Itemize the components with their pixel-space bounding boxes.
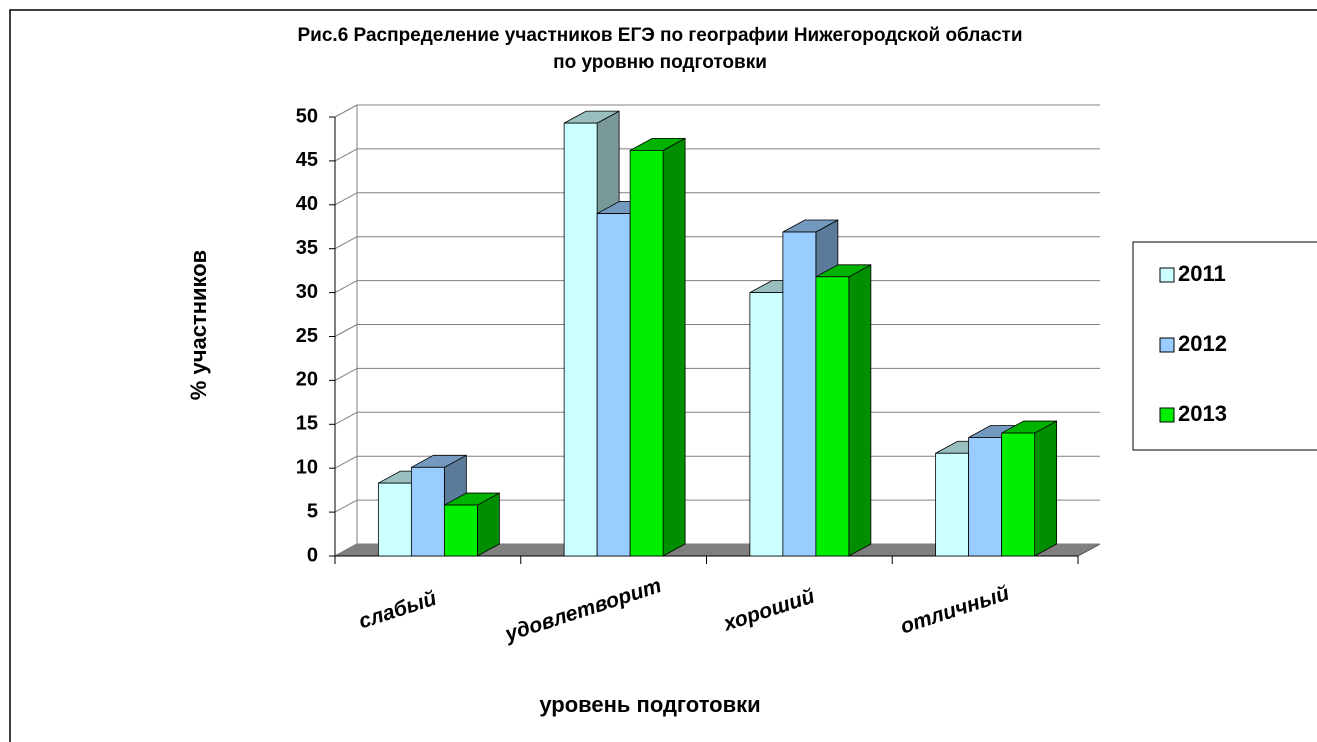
bar (749, 292, 784, 557)
bar (443, 504, 478, 557)
legend-label: 2011 (1178, 261, 1226, 286)
bar (782, 231, 817, 557)
bar (815, 276, 850, 557)
bar-side (1034, 420, 1058, 557)
y-tick-label: 25 (296, 325, 318, 347)
grid-line (334, 324, 358, 337)
grid-line (334, 455, 358, 469)
grid-line (334, 367, 358, 381)
y-axis-label: % участников (186, 250, 211, 400)
y-tick-label: 15 (296, 413, 318, 435)
y-tick-label: 45 (296, 149, 318, 171)
x-axis-label: уровень подготовки (539, 692, 760, 717)
legend-swatch (1159, 337, 1175, 353)
chart-title: Рис.6 Распределение участников ЕГЭ по ге… (298, 25, 1023, 46)
bar (563, 122, 598, 557)
grid-line (334, 192, 358, 206)
bar-side (662, 137, 686, 557)
y-tick-label: 30 (296, 281, 318, 303)
grid-line (334, 411, 358, 425)
bar (410, 466, 445, 557)
legend-label: 2013 (1178, 401, 1227, 426)
bar (596, 213, 631, 557)
y-tick-label: 10 (296, 456, 318, 478)
bar (968, 437, 1003, 557)
bar (935, 452, 970, 557)
chart-subtitle: по уровню подготовки (553, 52, 767, 73)
grid-line (334, 280, 358, 294)
y-tick-label: 5 (307, 500, 318, 522)
legend-label: 2012 (1178, 331, 1227, 356)
y-tick-label: 50 (296, 105, 318, 127)
legend-swatch (1159, 407, 1175, 423)
grid-line (334, 148, 358, 162)
grid-line (334, 543, 358, 557)
bar-side (848, 264, 872, 557)
bar (377, 482, 412, 557)
bar (629, 149, 664, 557)
legend-swatch (1159, 267, 1175, 283)
y-tick-label: 20 (296, 369, 318, 391)
y-tick-label: 0 (307, 544, 318, 566)
grid-line (334, 499, 358, 513)
y-tick-label: 35 (296, 237, 318, 259)
grid-line (334, 236, 358, 250)
bar (1001, 432, 1036, 557)
y-tick-label: 40 (296, 193, 318, 215)
grid-line (334, 104, 358, 118)
